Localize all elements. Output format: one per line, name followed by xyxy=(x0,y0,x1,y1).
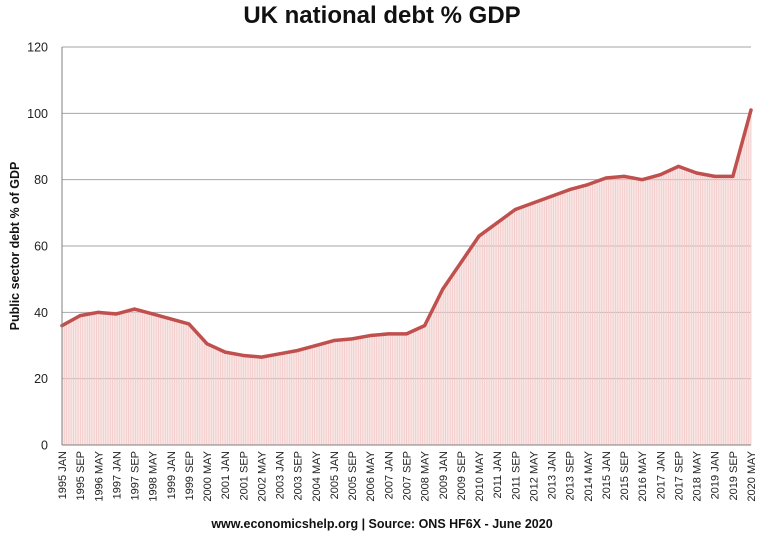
data-point-2000-may xyxy=(205,342,209,346)
data-point-2003-sep xyxy=(296,348,300,353)
x-tick-label-2007-sep: 2007 SEP xyxy=(402,451,414,501)
x-tick-label-2003-jan: 2003 JAN xyxy=(275,451,287,499)
data-point-2011-sep xyxy=(513,207,517,212)
x-tick-label-1999-jan: 1999 JAN xyxy=(166,451,178,499)
series-line-group xyxy=(60,108,753,359)
x-tick-label-2005-jan: 2005 JAN xyxy=(329,451,341,499)
x-tick-label-2013-sep: 2013 SEP xyxy=(565,451,577,501)
x-tick-label-1995-sep: 1995 SEP xyxy=(75,451,87,501)
data-point-2020-may xyxy=(749,108,753,112)
x-tick-label-2007-jan: 2007 JAN xyxy=(383,451,395,499)
data-point-2010-may xyxy=(477,234,481,238)
x-tick-label-2016-may: 2016 MAY xyxy=(637,450,649,501)
y-tick-label-100: 100 xyxy=(27,107,48,121)
x-tick-label-2009-sep: 2009 SEP xyxy=(456,451,468,501)
data-point-1997-sep xyxy=(132,307,137,311)
data-point-2019-jan xyxy=(713,174,717,178)
data-point-2014-may xyxy=(586,183,590,187)
x-tick-label-1997-sep: 1997 SEP xyxy=(130,451,142,501)
chart-footer: www.economicshelp.org | Source: ONS HF6X… xyxy=(211,517,553,531)
data-point-2015-jan xyxy=(604,176,608,180)
y-tick-label-40: 40 xyxy=(34,306,48,320)
x-tick-label-2019-jan: 2019 JAN xyxy=(710,451,722,499)
x-tick-label-2011-jan: 2011 JAN xyxy=(492,451,504,499)
data-point-2016-may xyxy=(640,178,644,182)
data-point-2005-jan xyxy=(332,338,336,343)
x-tick-label-2000-may: 2000 MAY xyxy=(202,450,214,501)
data-point-2008-may xyxy=(423,324,427,328)
data-point-2013-sep xyxy=(568,188,572,192)
data-point-2017-jan xyxy=(658,173,662,177)
data-point-2007-sep xyxy=(404,332,409,336)
x-tick-label-2018-may: 2018 MAY xyxy=(692,450,704,501)
data-point-2002-may xyxy=(259,355,264,359)
y-tick-label-80: 80 xyxy=(34,173,48,187)
data-point-2015-sep xyxy=(622,174,626,178)
x-tick-label-2013-jan: 2013 JAN xyxy=(547,451,559,499)
x-tick-label-2010-may: 2010 MAY xyxy=(474,450,486,501)
x-tick-label-2017-jan: 2017 JAN xyxy=(655,451,667,499)
data-point-2013-jan xyxy=(549,194,554,198)
chart-title: UK national debt % GDP xyxy=(243,2,521,29)
data-point-2017-sep xyxy=(676,164,681,168)
x-tick-label-2001-sep: 2001 SEP xyxy=(238,451,250,501)
x-tick-label-2015-sep: 2015 SEP xyxy=(619,451,631,501)
x-tick-label-2006-may: 2006 MAY xyxy=(365,450,377,501)
data-point-2001-sep xyxy=(241,353,245,358)
data-point-2003-jan xyxy=(277,352,282,356)
axes xyxy=(61,47,751,446)
y-axis-label: Public sector debt % of GDP xyxy=(8,162,22,331)
x-tick-label-1995-jan: 1995 JAN xyxy=(57,451,69,499)
data-point-1995-sep xyxy=(78,314,82,318)
x-tick-label-2020-may: 2020 MAY xyxy=(746,450,758,501)
data-point-2001-jan xyxy=(223,350,227,354)
x-tick-label-2001-jan: 2001 JAN xyxy=(220,451,232,499)
x-tick-label-2005-sep: 2005 SEP xyxy=(347,451,359,501)
data-point-1998-may xyxy=(151,312,155,316)
data-point-2007-jan xyxy=(386,332,390,336)
x-tick-label-2003-sep: 2003 SEP xyxy=(293,451,305,501)
data-point-2009-jan xyxy=(441,287,445,291)
x-tick-label-1997-jan: 1997 JAN xyxy=(111,451,123,499)
x-tick-label-2008-may: 2008 MAY xyxy=(420,450,432,501)
x-tick-label-1999-sep: 1999 SEP xyxy=(184,451,196,501)
x-tick-label-2009-jan: 2009 JAN xyxy=(438,451,450,499)
x-tick-label-2019-sep: 2019 SEP xyxy=(728,451,740,501)
x-tick-label-2017-sep: 2017 SEP xyxy=(673,451,685,501)
data-point-1999-jan xyxy=(169,317,173,321)
x-tick-label-2014-may: 2014 MAY xyxy=(583,450,595,501)
data-point-2006-may xyxy=(368,333,372,338)
data-point-2009-sep xyxy=(459,260,463,265)
y-tick-label-0: 0 xyxy=(41,439,48,453)
x-tick-label-2012-may: 2012 MAY xyxy=(528,450,540,501)
data-point-2004-may xyxy=(314,343,318,348)
data-point-2011-jan xyxy=(495,221,499,225)
data-point-1997-jan xyxy=(114,312,118,316)
data-point-2018-may xyxy=(695,171,699,175)
x-tick-label-2002-may: 2002 MAY xyxy=(256,450,268,501)
area-fill xyxy=(61,110,752,446)
x-tick-label-2011-sep: 2011 SEP xyxy=(510,451,522,500)
data-point-2012-may xyxy=(531,201,536,205)
data-point-2019-sep xyxy=(731,174,735,178)
x-tick-labels: 1995 JAN 1995 SEP 1996 MAY 1997 JAN 1997 SEP… xyxy=(57,450,758,501)
y-tick-labels: 0 20 40 60 80 100 120 xyxy=(27,41,48,453)
data-point-1999-sep xyxy=(187,322,191,326)
x-tick-label-2004-may: 2004 MAY xyxy=(311,450,323,501)
y-tick-label-20: 20 xyxy=(34,372,48,386)
y-tick-label-120: 120 xyxy=(27,41,48,55)
data-point-2005-sep xyxy=(350,337,354,341)
x-tick-label-1996-may: 1996 MAY xyxy=(93,450,105,501)
x-tick-label-1998-may: 1998 MAY xyxy=(148,450,160,501)
y-tick-label-60: 60 xyxy=(34,240,48,254)
x-tick-label-2015-jan: 2015 JAN xyxy=(601,451,613,499)
data-point-1996-may xyxy=(96,310,100,314)
